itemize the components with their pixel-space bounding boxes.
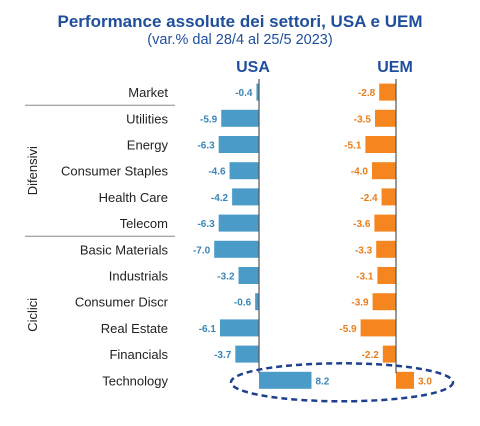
bar [382,345,396,363]
data-label: -2.2 [362,350,380,361]
category-label: Consumer Discr [75,295,169,310]
bar [221,109,259,127]
bar [396,371,414,389]
chart-subtitle: (var.% dal 28/4 al 25/5 2023) [147,32,333,48]
group-label: Difensivi [25,146,40,195]
bar [214,240,259,258]
data-label: -2.8 [358,88,376,99]
data-label: -3.6 [353,219,371,230]
data-label: -3.2 [217,272,235,283]
data-label: -6.3 [197,219,215,230]
bar [365,136,396,153]
category-label: Financials [109,347,168,362]
category-label: Basic Materials [80,242,169,257]
data-label: -4.6 [208,167,226,178]
data-label: -4.0 [351,167,369,178]
bar [256,83,259,101]
category-label: Consumer Staples [61,164,168,179]
data-label: -5.1 [344,141,362,152]
category-label: Health Care [99,190,168,205]
data-label: -3.1 [356,272,374,283]
chart-title: Performance assolute dei settori, USA e … [57,12,423,31]
highlight-ellipse [229,362,455,403]
data-label: -3.7 [214,350,232,361]
data-label: -6.3 [197,141,215,152]
data-label: -7.0 [193,245,211,256]
bar [218,214,259,232]
bar [375,109,396,127]
data-label: -3.3 [355,245,373,256]
bar [376,240,396,258]
bar [381,188,396,206]
series-header: USA [236,59,270,76]
category-label: Utilities [126,111,168,126]
bar [232,188,259,206]
data-label: -4.2 [211,193,229,204]
data-label: -0.6 [234,298,252,309]
bar [259,371,312,389]
bar [255,293,259,311]
bar [360,319,396,337]
data-label: 3.0 [418,376,432,387]
bar [379,83,396,101]
data-label: -3.5 [354,114,372,125]
data-label: -0.4 [235,88,253,99]
group-label: Ciclici [25,298,40,332]
data-label: 8.2 [315,376,329,387]
category-label: Energy [127,138,169,153]
bar [377,267,396,284]
category-label: Technology [102,373,168,388]
data-label: -3.9 [351,298,369,309]
bar [372,293,396,311]
bar [374,214,396,232]
bar [218,136,259,153]
category-label: Real Estate [101,321,168,336]
data-label: -5.9 [339,324,357,335]
category-label: Telecom [120,216,168,231]
data-label: -2.4 [360,193,378,204]
bar [238,267,259,284]
bar [372,162,396,180]
category-label: Industrials [109,269,169,284]
data-label: -6.1 [199,324,217,335]
data-label: -5.9 [200,114,218,125]
category-label: Market [128,85,168,100]
series-header: UEM [377,59,413,76]
bar [235,345,259,363]
bar [219,319,259,337]
bar [229,162,259,180]
